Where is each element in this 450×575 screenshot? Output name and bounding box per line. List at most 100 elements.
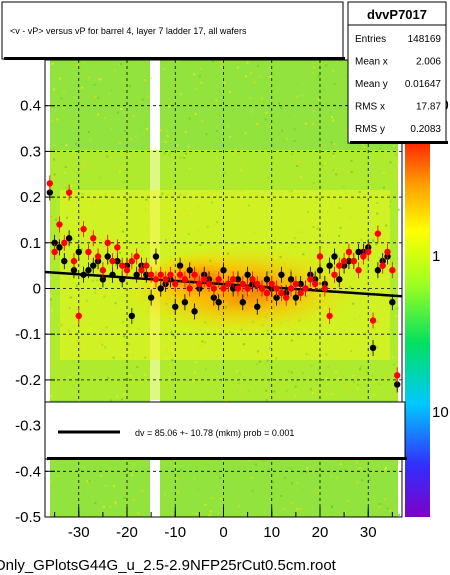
colorbar-label-bottom: 10 [432,404,449,421]
red-data-point [46,180,54,187]
data-markers [46,175,401,393]
black-data-point [191,308,198,315]
black-data-point [331,253,338,260]
y-tick-label: 0.1 [20,235,41,252]
y-axis: -0.5 -0.4 -0.3 -0.2 -0.1 0 0.1 0.2 0.3 0.4 [15,98,55,526]
red-data-point [249,276,256,283]
red-data-point [287,285,295,292]
stat-value: 2.006 [416,57,441,68]
red-data-point [109,257,116,265]
red-data-point [114,244,121,251]
black-data-point [152,253,160,260]
black-data-point [215,299,222,306]
black-data-point [157,285,164,292]
black-data-point [297,280,304,288]
red-data-point [355,267,362,274]
red-data-point [133,253,140,260]
black-data-point [273,294,280,301]
stat-label: RMS x [355,102,385,113]
red-data-point [65,189,73,196]
red-data-point [350,257,357,265]
x-tick-label: 20 [312,524,329,541]
black-data-point [133,271,140,278]
black-data-point [114,257,121,265]
black-data-point [109,271,116,278]
black-data-point [263,276,271,283]
red-data-point [393,372,401,379]
red-data-point [176,271,184,278]
red-data-point [311,280,319,288]
red-data-point [172,280,179,288]
x-tick-label: 30 [360,524,377,541]
black-data-point [147,294,155,301]
red-data-point [331,271,338,278]
black-data-point [56,244,63,251]
red-data-point [268,280,275,288]
red-data-point [234,285,242,292]
black-data-point [143,271,150,278]
red-data-point [307,276,314,283]
red-data-point [321,285,329,292]
black-data-point [128,312,136,320]
black-data-point [85,267,92,274]
red-data-point [147,271,155,278]
black-data-point [90,262,97,269]
black-data-point [176,262,184,269]
black-data-point [278,271,285,278]
red-data-point [302,285,309,292]
red-data-point [244,285,251,292]
red-data-point [369,317,377,324]
black-data-point [104,253,111,260]
red-data-point [278,289,285,297]
black-data-point [389,299,396,306]
y-tick-label: 0.4 [20,98,41,115]
red-data-point [196,280,203,288]
chart-title: <v - vP> versus vP for barrel 4, layer 7… [10,26,247,36]
stat-value: 0.2083 [410,124,441,135]
red-data-point [162,276,169,283]
red-data-point [201,276,208,283]
stat-label: RMS y [355,124,385,135]
x-tick-label: 0 [219,524,227,541]
red-data-point [80,225,87,233]
y-tick-label: -0.5 [15,509,41,526]
file-name: Only_GPlotsG44G_u_2.5-2.9NFP25rCut0.5cm.… [0,557,337,574]
black-data-point [172,303,179,310]
black-data-point [254,303,261,310]
black-data-point [393,381,401,388]
black-data-point [287,276,295,283]
red-data-point [186,285,193,292]
red-data-point [229,276,237,283]
red-data-point [360,253,367,260]
red-data-point [85,248,92,256]
stat-value: 0.01647 [405,79,442,90]
red-data-point [345,248,353,256]
black-data-point [374,267,382,274]
legend-box: dv = 85.06 +- 10.78 (mkm) prob = 0.001 [44,401,407,460]
x-tick-label: -10 [164,524,186,541]
black-data-point [316,267,324,274]
black-data-point [239,299,246,306]
red-data-point [254,280,261,288]
colorbar-label-mid: 1 [432,248,440,265]
black-data-point [61,257,68,265]
stats-box: dvvP7017 Entries 148169 Mean x 2.006 Mean y 0… [347,1,448,144]
red-data-point [70,257,78,265]
red-data-point [326,312,333,320]
red-data-point [152,276,160,283]
black-data-point [336,276,343,283]
black-data-point [186,267,193,274]
red-data-point [157,271,164,278]
red-data-point [90,235,97,242]
black-data-point [46,189,54,196]
y-tick-label: -0.4 [15,463,41,480]
black-data-point [65,235,73,242]
black-data-point [234,276,242,283]
black-data-point [326,262,333,269]
red-data-point [239,280,246,288]
red-data-point [75,312,82,320]
red-data-point [374,230,382,237]
black-data-point [345,257,353,265]
red-data-point [167,271,174,278]
